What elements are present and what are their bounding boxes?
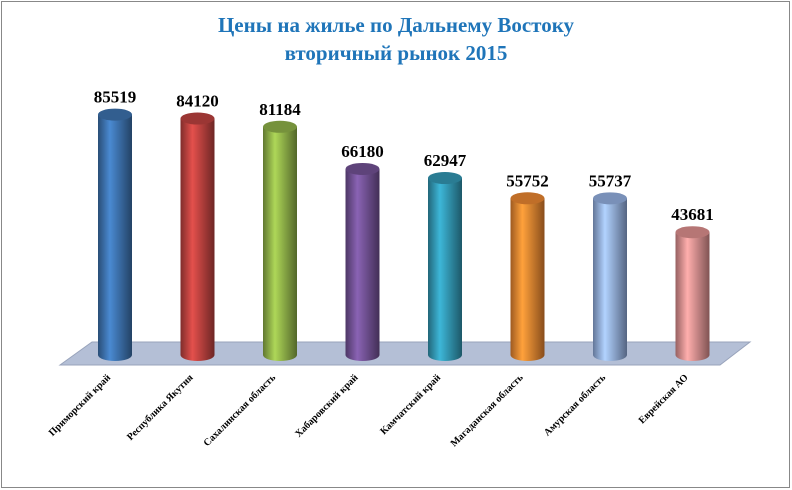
chart-title: Цены на жилье по Дальнему Востоку (218, 13, 575, 37)
bar-cap (180, 112, 215, 125)
bar-cap (98, 108, 132, 121)
bar (593, 198, 627, 355)
value-label: 66180 (341, 142, 384, 161)
bar (98, 114, 132, 355)
bar (428, 178, 462, 355)
bar-cap (593, 192, 627, 205)
bar (345, 168, 380, 355)
value-label: 55737 (589, 171, 632, 190)
bar-cap (345, 162, 380, 175)
value-label: 43681 (671, 205, 714, 224)
bar (263, 126, 297, 356)
bar (675, 232, 710, 355)
bar (180, 118, 215, 356)
value-label: 55752 (506, 171, 549, 190)
floor (58, 341, 752, 366)
bar-cap (675, 226, 710, 239)
chart-subtitle: вторичный рынок 2015 (285, 41, 508, 65)
bar-cap (428, 172, 462, 185)
bar-cap (263, 120, 297, 133)
bar-cap (510, 192, 545, 205)
value-label: 62947 (424, 151, 467, 170)
value-label: 81184 (259, 100, 301, 119)
value-label: 84120 (176, 92, 219, 111)
bar (510, 198, 545, 355)
value-label: 85519 (94, 88, 137, 107)
